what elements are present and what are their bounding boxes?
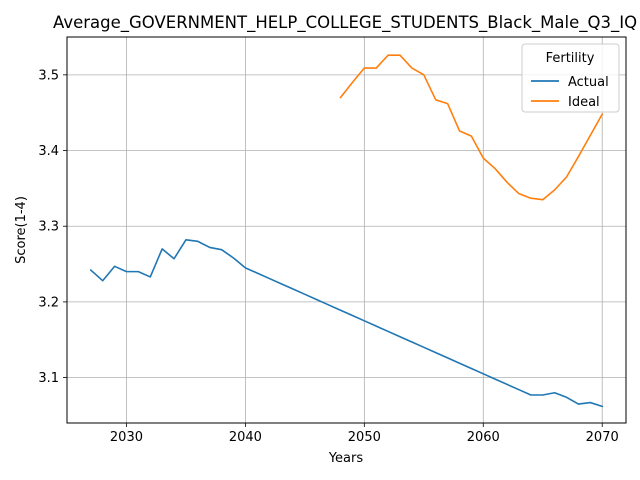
y-tick-label: 3.4	[38, 144, 59, 159]
legend: Fertility Actual Ideal	[521, 43, 620, 113]
legend-title: Fertility	[546, 51, 595, 66]
series-line-ideal	[339, 54, 604, 201]
series-line-actual	[89, 239, 604, 408]
chart-title: Average_GOVERNMENT_HELP_COLLEGE_STUDENTS…	[53, 13, 638, 32]
y-axis-label: Score(1-4)	[14, 196, 29, 264]
x-tick-label: 2040	[229, 430, 262, 445]
legend-box	[521, 43, 620, 113]
gridlines	[67, 37, 626, 423]
x-axis-label: Years	[328, 451, 364, 466]
legend-label-ideal: Ideal	[568, 95, 600, 110]
x-tick-label: 2070	[586, 430, 619, 445]
plot-frame	[66, 36, 627, 424]
y-tick-label: 3.3	[38, 220, 59, 235]
axis-ticks: 2030 2040 2050 2060 2070 3.1 3.2 3.3 3.4 3.5	[38, 68, 618, 445]
y-tick-label: 3.2	[38, 295, 59, 310]
x-tick-label: 2030	[110, 430, 143, 445]
legend-label-actual: Actual	[568, 75, 609, 90]
x-tick-label: 2060	[467, 430, 500, 445]
y-tick-label: 3.5	[38, 68, 59, 83]
y-tick-label: 3.1	[38, 371, 59, 386]
plot-series	[89, 54, 604, 408]
x-tick-label: 2050	[348, 430, 381, 445]
